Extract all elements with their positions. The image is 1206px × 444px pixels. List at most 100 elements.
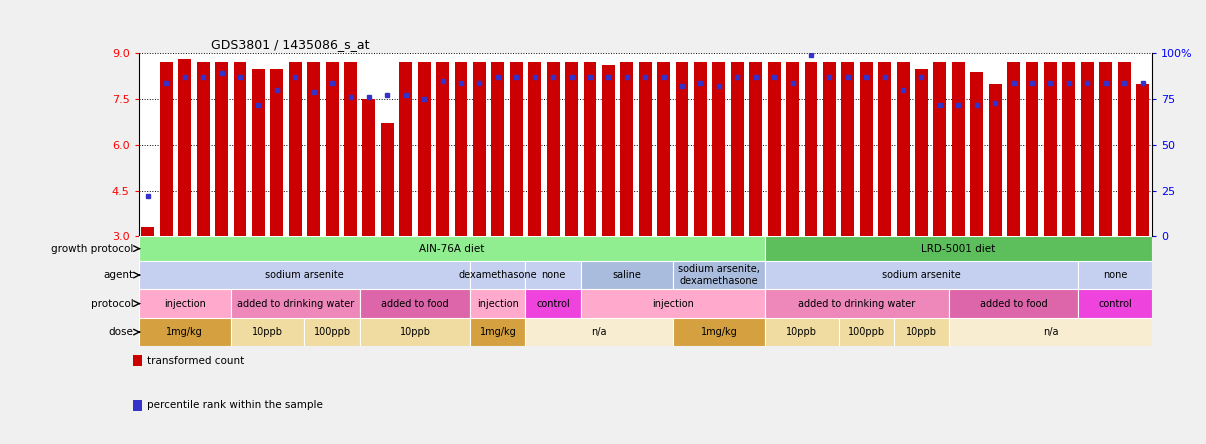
Bar bbox=[510, 63, 522, 237]
Bar bbox=[1007, 63, 1020, 237]
Bar bbox=[860, 63, 873, 237]
Text: transformed count: transformed count bbox=[147, 356, 245, 365]
Bar bbox=[971, 71, 983, 237]
Text: 1mg/kg: 1mg/kg bbox=[480, 327, 516, 337]
Bar bbox=[765, 236, 1152, 261]
Text: none: none bbox=[1102, 270, 1128, 280]
Bar bbox=[526, 289, 581, 318]
Text: 10ppb: 10ppb bbox=[906, 327, 937, 337]
Bar bbox=[915, 68, 927, 237]
Bar bbox=[470, 318, 526, 346]
Bar bbox=[731, 63, 744, 237]
Text: sodium arsenite: sodium arsenite bbox=[882, 270, 961, 280]
Bar bbox=[786, 63, 800, 237]
Text: saline: saline bbox=[613, 270, 642, 280]
Bar bbox=[215, 63, 228, 237]
Bar bbox=[1078, 261, 1152, 289]
Bar bbox=[546, 63, 560, 237]
Bar bbox=[230, 318, 304, 346]
Bar bbox=[473, 63, 486, 237]
Bar bbox=[639, 63, 651, 237]
Bar bbox=[602, 66, 615, 237]
Bar bbox=[252, 68, 265, 237]
Text: none: none bbox=[541, 270, 566, 280]
Bar bbox=[620, 63, 633, 237]
Text: 100ppb: 100ppb bbox=[848, 327, 885, 337]
Bar bbox=[673, 318, 765, 346]
Bar bbox=[437, 63, 449, 237]
Bar bbox=[139, 236, 765, 261]
Bar bbox=[765, 261, 1078, 289]
Bar bbox=[949, 289, 1078, 318]
Text: agent: agent bbox=[104, 270, 134, 280]
Text: 1mg/kg: 1mg/kg bbox=[166, 327, 203, 337]
Text: added to drinking water: added to drinking water bbox=[236, 298, 353, 309]
Bar bbox=[491, 63, 504, 237]
Text: dexamethasone: dexamethasone bbox=[458, 270, 537, 280]
Bar bbox=[838, 318, 894, 346]
Bar bbox=[230, 289, 359, 318]
Bar bbox=[1044, 63, 1056, 237]
Bar bbox=[933, 63, 947, 237]
Bar bbox=[952, 63, 965, 237]
Bar bbox=[381, 123, 394, 237]
Bar bbox=[949, 318, 1152, 346]
Bar bbox=[1118, 63, 1130, 237]
Text: 10ppb: 10ppb bbox=[399, 327, 431, 337]
Text: dose: dose bbox=[109, 327, 134, 337]
Text: control: control bbox=[537, 298, 570, 309]
Bar bbox=[417, 63, 431, 237]
Bar bbox=[139, 289, 230, 318]
Bar bbox=[896, 63, 909, 237]
Text: 10ppb: 10ppb bbox=[252, 327, 283, 337]
Bar bbox=[581, 261, 673, 289]
Text: n/a: n/a bbox=[1043, 327, 1058, 337]
Bar bbox=[270, 68, 283, 237]
Text: growth protocol: growth protocol bbox=[51, 244, 134, 254]
Text: LRD-5001 diet: LRD-5001 diet bbox=[921, 244, 995, 254]
Text: injection: injection bbox=[476, 298, 519, 309]
Bar bbox=[139, 318, 230, 346]
Bar bbox=[139, 261, 470, 289]
Bar bbox=[1062, 63, 1076, 237]
Text: sodium arsenite: sodium arsenite bbox=[265, 270, 344, 280]
Text: 1mg/kg: 1mg/kg bbox=[701, 327, 737, 337]
Bar bbox=[713, 63, 725, 237]
Text: n/a: n/a bbox=[591, 327, 607, 337]
Bar bbox=[526, 318, 673, 346]
Bar bbox=[1136, 84, 1149, 237]
Bar bbox=[470, 261, 526, 289]
Bar bbox=[359, 289, 470, 318]
Text: 100ppb: 100ppb bbox=[314, 327, 351, 337]
Bar bbox=[308, 63, 320, 237]
Bar bbox=[765, 318, 838, 346]
Bar bbox=[657, 63, 671, 237]
Text: GDS3801 / 1435086_s_at: GDS3801 / 1435086_s_at bbox=[211, 38, 369, 51]
Bar bbox=[1078, 289, 1152, 318]
Bar bbox=[768, 63, 780, 237]
Bar bbox=[526, 261, 581, 289]
Bar bbox=[1025, 63, 1038, 237]
Bar bbox=[673, 261, 765, 289]
Text: percentile rank within the sample: percentile rank within the sample bbox=[147, 400, 323, 410]
Bar bbox=[470, 289, 526, 318]
Bar bbox=[566, 63, 578, 237]
Bar bbox=[528, 63, 541, 237]
Text: injection: injection bbox=[164, 298, 206, 309]
Bar bbox=[693, 63, 707, 237]
Text: added to food: added to food bbox=[381, 298, 449, 309]
Bar bbox=[178, 59, 192, 237]
Bar bbox=[455, 63, 468, 237]
Text: injection: injection bbox=[652, 298, 693, 309]
Bar bbox=[304, 318, 359, 346]
Bar bbox=[234, 63, 246, 237]
Bar bbox=[359, 318, 470, 346]
Bar bbox=[842, 63, 854, 237]
Bar bbox=[804, 63, 818, 237]
Bar bbox=[581, 289, 765, 318]
Bar bbox=[363, 99, 375, 237]
Text: added to food: added to food bbox=[979, 298, 1047, 309]
Bar bbox=[399, 63, 412, 237]
Text: 10ppb: 10ppb bbox=[786, 327, 818, 337]
Bar bbox=[160, 63, 172, 237]
